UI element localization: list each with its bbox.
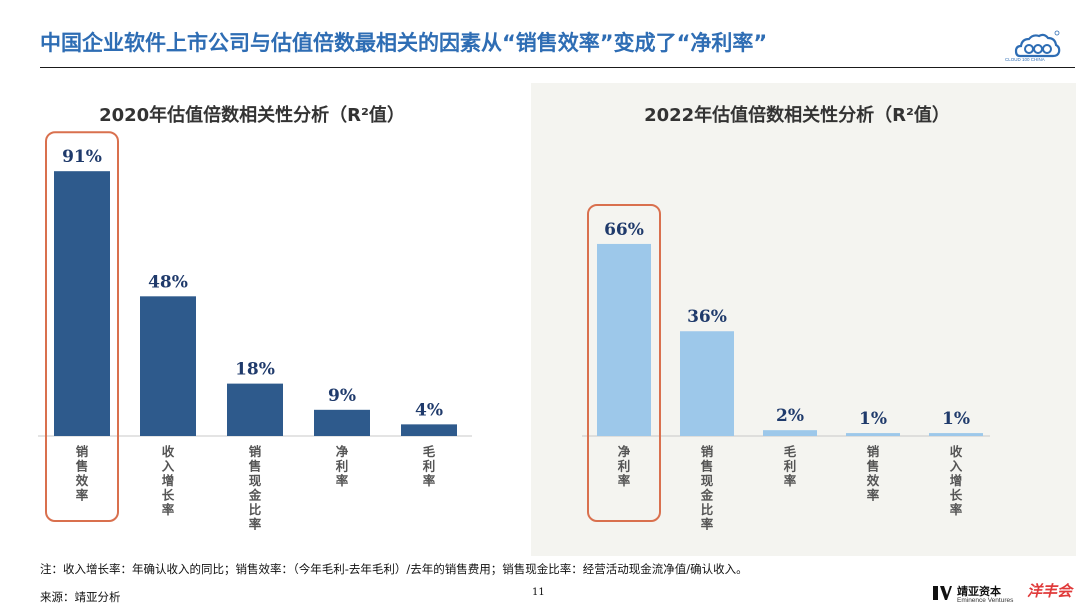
chart-title-2022: 2022年估值倍数相关性分析（R²值） [644, 104, 950, 126]
highlight-box-2020 [45, 131, 119, 522]
chart-2020: 2020年估值倍数相关性分析（R²值） 91% 销售效率 48% 收入增长率 18% 销售现… [38, 104, 472, 532]
value-label-2020-1: 91% [62, 147, 102, 167]
category-label-2022-3: 毛利率 [784, 444, 797, 488]
value-label-2020-3: 18% [235, 360, 275, 380]
ev-mark-icon [933, 586, 952, 600]
footnote: 注：收入增长率：年确认收入的同比；销售效率：（今年毛利-去年毛利）/去年的销售费… [40, 562, 748, 576]
category-label-2022-1: 净利率 [618, 444, 631, 488]
value-label-2020-2: 48% [148, 272, 188, 292]
title-divider [40, 67, 1075, 68]
logo-text: CLOUD 100 CHINA [1005, 57, 1045, 62]
category-label-2020-4: 净利率 [336, 444, 349, 488]
bar-2022-2 [680, 331, 734, 436]
category-label-2020-3: 销售现金比率 [248, 444, 262, 532]
category-label-2020-1: 销售效率 [76, 444, 89, 503]
brand-name-en: Eminence Ventures [957, 597, 1014, 604]
bar-2022-4 [846, 433, 900, 436]
brand-name-cn: 靖亚资本 [957, 585, 1001, 598]
bar-2020-3 [227, 383, 283, 436]
eminence-ventures-logo: 靖亚资本 Eminence Ventures [932, 583, 1024, 605]
charts-canvas: 2020年估值倍数相关性分析（R²值） 91% 销售效率 48% 收入增长率 18% 销售现… [38, 104, 990, 532]
category-label-2022-5: 收入增长率 [950, 444, 963, 517]
category-label-2022-2: 销售现金比率 [700, 444, 714, 532]
value-label-2022-4: 1% [859, 409, 887, 429]
bar-2020-5 [401, 424, 457, 436]
value-label-2022-5: 1% [942, 409, 970, 429]
chart-2022: 2022年估值倍数相关性分析（R²值） 66% 净利率 36% 销售现金比率 2% 毛利率 1… [582, 104, 990, 532]
bar-2022-3 [763, 430, 817, 436]
value-label-2022-1: 66% [604, 220, 644, 240]
category-label-2020-2: 收入增长率 [162, 444, 175, 517]
value-label-2020-4: 9% [328, 386, 356, 406]
chart-title-2020: 2020年估值倍数相关性分析（R²值） [99, 104, 405, 126]
value-label-2020-5: 4% [415, 400, 443, 420]
bar-2020-2 [140, 296, 196, 436]
bar-2020-4 [314, 409, 370, 436]
category-label-2022-4: 销售效率 [867, 444, 880, 503]
bar-2022-5 [929, 433, 983, 436]
partner-logo: 洋丰会 [1027, 582, 1073, 600]
cloud-logo-icon [1014, 30, 1061, 58]
value-label-2022-3: 2% [776, 406, 804, 426]
category-label-2020-5: 毛利率 [423, 444, 436, 488]
source-note: 来源：靖亚分析 [40, 590, 121, 604]
value-label-2022-2: 36% [687, 307, 727, 327]
page-title: 中国企业软件上市公司与估值倍数最相关的因素从“销售效率”变成了“净利率” [40, 31, 768, 55]
bar-2020-1 [54, 171, 110, 436]
bar-2022-1 [597, 243, 651, 436]
highlight-box-2022 [587, 203, 661, 522]
page-number: 11 [532, 587, 545, 598]
